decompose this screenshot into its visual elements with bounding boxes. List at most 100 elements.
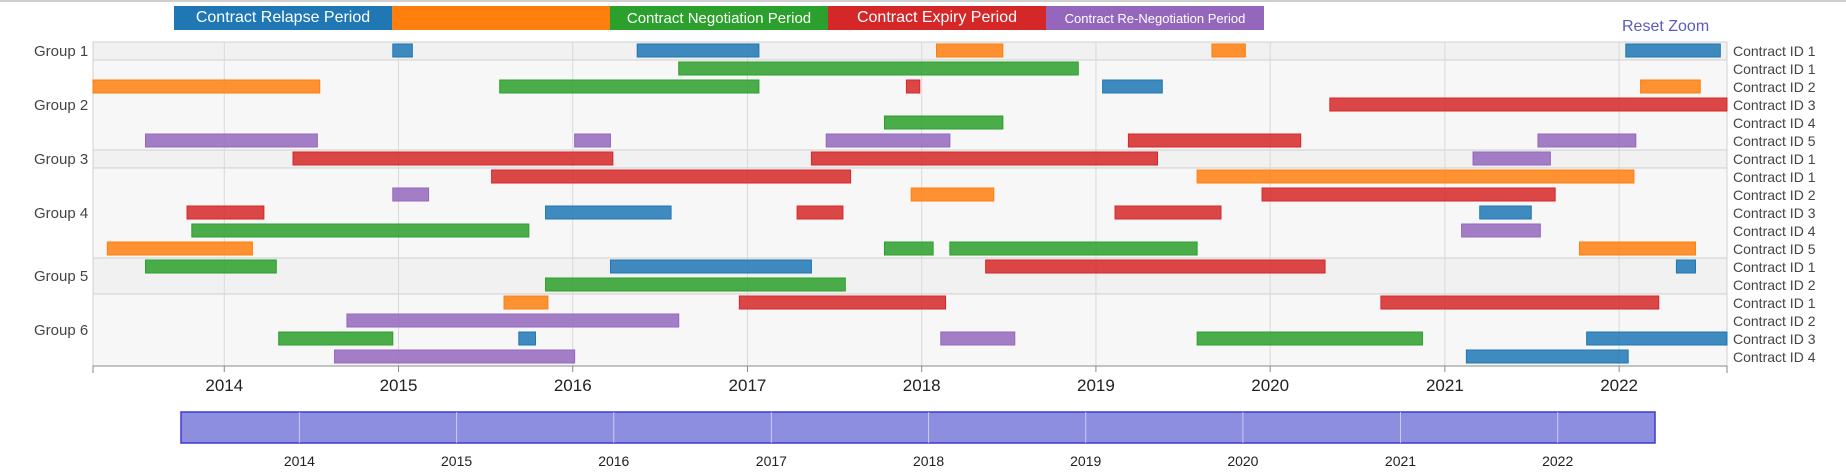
contract-bar	[1196, 169, 1635, 184]
x-tick-label: 2019	[1077, 376, 1115, 395]
contract-bar	[985, 259, 1326, 274]
navigator-tick-label: 2021	[1385, 453, 1416, 469]
contract-bar	[883, 115, 1004, 130]
navigator-tick-label: 2014	[284, 453, 315, 469]
row-label: Contract ID 1	[1733, 151, 1816, 167]
group-label: Group 6	[34, 322, 88, 339]
navigator-tick-label: 2022	[1542, 453, 1573, 469]
contract-bar	[910, 187, 995, 202]
contract-bar	[738, 295, 947, 310]
contract-bar	[1675, 259, 1696, 274]
row-label: Contract ID 2	[1733, 313, 1816, 329]
contract-bar	[1329, 97, 1728, 112]
row-label: Contract ID 5	[1733, 133, 1816, 149]
contract-bar	[545, 205, 672, 220]
group-band	[92, 41, 1728, 61]
contract-bar	[1261, 187, 1556, 202]
contract-bar	[545, 277, 846, 292]
contract-bar	[1127, 133, 1302, 148]
contract-bar	[518, 331, 537, 346]
group-label: Group 5	[34, 268, 88, 285]
contract-bar	[346, 313, 680, 328]
legend-item[interactable]: Contract Expiry Period	[828, 6, 1046, 30]
top-border	[0, 0, 1846, 2]
legend-item[interactable]: Contract Negotiation Period	[610, 6, 828, 30]
contract-bar	[1211, 43, 1246, 58]
row-label: Contract ID 1	[1733, 43, 1816, 59]
row-label: Contract ID 3	[1733, 205, 1816, 221]
group-label: Group 1	[34, 43, 88, 60]
contract-bar	[191, 223, 530, 238]
contract-bar	[145, 259, 277, 274]
row-label: Contract ID 3	[1733, 97, 1816, 113]
contract-bar	[949, 241, 1198, 256]
x-tick-label: 2022	[1600, 376, 1638, 395]
group-band	[92, 257, 1728, 295]
group-label: Group 3	[34, 151, 88, 168]
contract-bar	[145, 133, 318, 148]
contract-bar	[491, 169, 852, 184]
contract-bar	[1578, 241, 1696, 256]
row-label: Contract ID 1	[1733, 295, 1816, 311]
x-tick-label: 2018	[903, 376, 941, 395]
row-label: Contract ID 4	[1733, 115, 1816, 131]
contract-bar	[1537, 133, 1637, 148]
contract-bar	[825, 133, 951, 148]
contract-bar	[1380, 295, 1660, 310]
contract-bar	[334, 349, 576, 364]
x-tick-label: 2015	[380, 376, 418, 395]
navigator-tick-label: 2017	[756, 453, 787, 469]
row-label: Contract ID 5	[1733, 241, 1816, 257]
navigator-tick-label: 2018	[913, 453, 944, 469]
x-tick-label: 2020	[1251, 376, 1289, 395]
row-label: Contract ID 1	[1733, 169, 1816, 185]
contract-bar	[609, 259, 812, 274]
contract-bar	[1102, 79, 1163, 94]
contract-bar	[1479, 205, 1532, 220]
x-tick-label: 2014	[205, 376, 243, 395]
legend-item[interactable]: Contract Re-Negotiation Period	[1046, 6, 1264, 30]
group-label: Group 4	[34, 205, 88, 222]
contract-bar	[1465, 349, 1629, 364]
group-label: Group 2	[34, 97, 88, 114]
contract-bar	[940, 331, 1016, 346]
contract-bar	[278, 331, 394, 346]
legend: Contract Relapse Period Contract Negotiat…	[174, 6, 1264, 30]
contract-bar	[503, 295, 549, 310]
legend-item[interactable]	[392, 6, 610, 30]
contract-bar	[392, 43, 413, 58]
contract-bar	[392, 187, 430, 202]
contract-bar	[905, 79, 921, 94]
contract-bar	[1461, 223, 1541, 238]
row-label: Contract ID 1	[1733, 61, 1816, 77]
contract-bar	[883, 241, 934, 256]
contract-bar	[1640, 79, 1701, 94]
contract-bar	[574, 133, 611, 148]
contract-bar	[106, 241, 253, 256]
contract-bar	[796, 205, 844, 220]
contract-bar	[1586, 331, 1728, 346]
contract-bar	[1196, 331, 1423, 346]
row-label: Contract ID 1	[1733, 259, 1816, 275]
contract-bar	[1472, 151, 1551, 166]
row-label: Contract ID 3	[1733, 331, 1816, 347]
navigator-tick-label: 2020	[1227, 453, 1258, 469]
row-label: Contract ID 2	[1733, 187, 1816, 203]
x-tick-label: 2021	[1426, 376, 1464, 395]
contract-bar	[678, 61, 1079, 76]
x-tick-label: 2016	[554, 376, 592, 395]
navigator-tick-label: 2019	[1070, 453, 1101, 469]
contract-bar	[636, 43, 760, 58]
contract-bar	[810, 151, 1159, 166]
contract-bar	[935, 43, 1004, 58]
contract-bar	[1625, 43, 1721, 58]
legend-item[interactable]: Contract Relapse Period	[174, 6, 392, 30]
reset-zoom-button[interactable]: Reset Zoom	[1622, 18, 1710, 35]
row-label: Contract ID 2	[1733, 277, 1816, 293]
contract-bar	[1114, 205, 1222, 220]
contract-bar	[186, 205, 265, 220]
row-label: Contract ID 2	[1733, 79, 1816, 95]
navigator-selection[interactable]	[180, 411, 1656, 444]
contract-bar	[92, 79, 321, 94]
